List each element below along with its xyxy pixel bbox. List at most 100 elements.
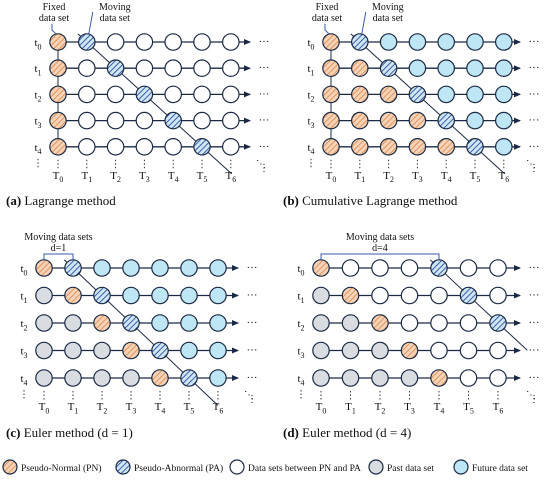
pseudo-abnormal-circle: [135, 85, 154, 104]
ellipsis: ···: [529, 262, 540, 274]
between-circle: [106, 111, 125, 130]
moving-pointer-line: [361, 11, 367, 34]
row-label: t2: [297, 318, 304, 332]
column-label: T6: [498, 170, 509, 184]
future-circle: [180, 341, 198, 360]
future-circle: [151, 259, 169, 277]
legend-label: Pseudo-Abnormal (PA): [134, 463, 223, 474]
legend-label: Future data set: [472, 464, 528, 474]
fixed-data-set-label: Fixed data set: [312, 2, 342, 24]
column-label: T0: [326, 170, 337, 184]
past-circle: [93, 341, 111, 360]
ellipsis: ···: [247, 290, 258, 302]
column-label: T3: [404, 401, 415, 415]
pseudo-normal-circle: [437, 138, 455, 156]
row-label: t2: [20, 318, 27, 332]
ellipsis: ···: [529, 345, 540, 357]
pseudo-normal-circle: [341, 286, 360, 305]
column-label: T1: [354, 170, 365, 184]
column-label: T1: [345, 401, 356, 415]
future-circle: [180, 314, 198, 332]
column-label: T2: [375, 401, 386, 415]
between-circle: [341, 259, 360, 277]
pseudo-abnormal-circle: [78, 33, 96, 51]
moving-pointer-line: [88, 11, 94, 34]
pseudo-normal-circle: [322, 59, 340, 77]
moving-data-set-label: Moving data set: [372, 2, 404, 24]
column-label: T3: [139, 170, 150, 184]
between-circle: [135, 111, 154, 130]
column-label: T6: [213, 401, 224, 415]
future-circle: [209, 314, 227, 332]
ellipsis: ···: [247, 317, 258, 329]
past-circle: [312, 314, 330, 332]
row-label: t0: [307, 37, 314, 51]
ellipsis: ···: [247, 262, 258, 274]
column-label: T2: [110, 170, 121, 184]
past-circle: [64, 314, 82, 332]
between-circle: [106, 33, 125, 51]
pseudo-normal-circle: [322, 138, 340, 156]
pseudo-abnormal-circle: [459, 286, 478, 305]
pa-diagonal-line: [429, 259, 528, 351]
row-label: t4: [20, 373, 27, 387]
future-circle: [408, 59, 427, 77]
column-label: T4: [434, 401, 445, 415]
row-label: t2: [307, 89, 314, 103]
future-circle: [437, 33, 455, 51]
between-circle: [78, 111, 96, 130]
ellipsis: ···: [259, 36, 270, 48]
row-label: t0: [34, 37, 41, 51]
column-label: T0: [53, 170, 64, 184]
future-circle: [494, 138, 513, 156]
pseudo-normal-circle: [322, 33, 340, 51]
column-label: T4: [168, 170, 179, 184]
past-circle: [35, 369, 53, 387]
past-circle: [64, 369, 82, 387]
row-label: t4: [297, 373, 304, 387]
between-circle: [135, 138, 154, 156]
future-circle: [494, 59, 513, 77]
between-circle: [459, 341, 478, 360]
pseudo-abnormal-circle: [466, 138, 484, 156]
between-circle: [400, 259, 419, 277]
ellipsis: ···: [247, 345, 258, 357]
pseudo-normal-circle: [379, 85, 398, 104]
pseudo-abnormal-circle: [489, 314, 507, 332]
future-circle: [408, 33, 427, 51]
between-circle: [400, 314, 419, 332]
past-circle: [35, 341, 53, 360]
between-circle: [164, 59, 182, 77]
column-label: T5: [463, 401, 474, 415]
moving-bracket: [320, 253, 440, 260]
column-label: T1: [81, 170, 92, 184]
future-circle: [151, 314, 169, 332]
pseudo-normal-circle: [93, 314, 111, 332]
pseudo-abnormal-circle: [180, 369, 198, 387]
past-circle: [312, 286, 330, 305]
vertical-ellipsis: ⋮: [529, 394, 539, 405]
panel-caption: (a) Lagrange method: [6, 193, 116, 208]
legend-label: Pseudo-Normal (PN): [21, 463, 101, 474]
ellipsis: ···: [259, 141, 270, 153]
row-label: t0: [20, 263, 27, 277]
between-circle: [193, 33, 211, 51]
ellipsis: ···: [529, 88, 540, 100]
pseudo-abnormal-circle: [151, 341, 169, 360]
legend-label: Data sets between PN and PA: [248, 464, 361, 474]
pseudo-normal-circle: [322, 111, 340, 130]
future-circle: [209, 286, 227, 305]
between-circle: [222, 33, 240, 51]
pseudo-abnormal-circle: [430, 259, 448, 277]
between-circle: [489, 341, 507, 360]
column-label: T4: [155, 401, 166, 415]
pseudo-normal-circle: [350, 85, 369, 104]
past-circle: [371, 369, 389, 387]
pseudo-normal-circle: [122, 341, 140, 360]
column-label: T3: [412, 170, 423, 184]
row-label: t3: [307, 116, 314, 130]
ellipsis: ···: [529, 36, 540, 48]
ellipsis: ···: [529, 141, 540, 153]
column-label: T4: [441, 170, 452, 184]
between-circle: [193, 59, 211, 77]
